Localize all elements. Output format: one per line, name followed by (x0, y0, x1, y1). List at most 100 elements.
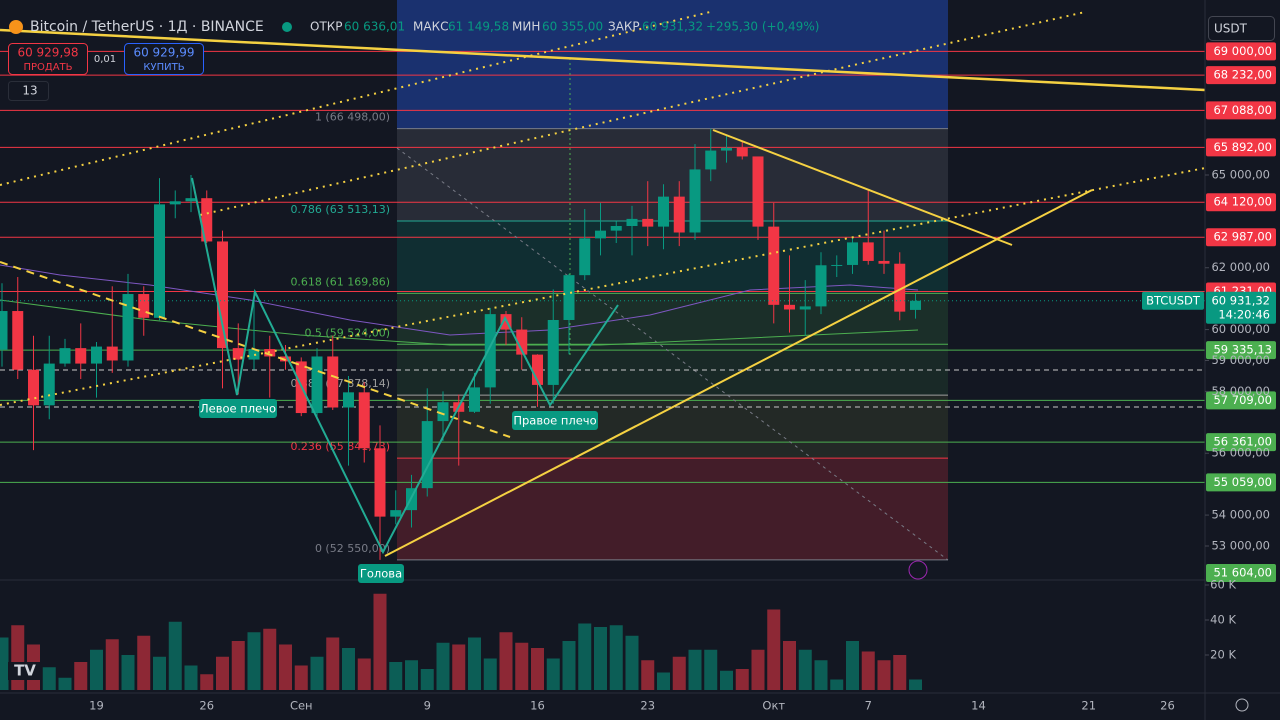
x-tick-label: 19 (89, 699, 104, 713)
candle-body (138, 294, 150, 318)
candle-body (595, 230, 606, 239)
x-tick-label: Сен (290, 699, 313, 713)
price-level-label: 59 335,13 (1213, 343, 1272, 357)
y-tick-label: 59 000,00 (1211, 353, 1270, 367)
logo-text: TV (14, 662, 36, 680)
ohlc-value: 60 636,01 (344, 20, 405, 34)
sell-price: 60 929,98 (17, 46, 78, 60)
y-tick-label: 53 000,00 (1211, 538, 1270, 552)
y-tick-label: 60 000,00 (1211, 322, 1270, 336)
volume-bar (216, 656, 229, 690)
candle-body (784, 304, 795, 310)
moving-average (0, 264, 919, 336)
ohlc-label: ОТКР (310, 20, 343, 34)
price-level-label: 56 361,00 (1213, 435, 1272, 449)
price-level-label: 51 604,00 (1213, 566, 1272, 580)
candle-body (232, 348, 244, 360)
volume-bar (625, 635, 639, 690)
alert-icon[interactable] (908, 560, 928, 580)
candle-body (358, 392, 370, 449)
ohlc-change: +295,30 (+0,49%) (706, 20, 819, 34)
volume-bar (342, 648, 355, 690)
fib-label: 0.618 (61 169,86) (290, 275, 390, 288)
price-level-tag (1206, 473, 1276, 492)
candle-body (689, 169, 701, 233)
volume-bar (90, 649, 103, 690)
ohlc-value: 61 149,58 (448, 20, 509, 34)
y-tick-label: 65 000,00 (1211, 167, 1270, 181)
price-level-tag (1206, 564, 1276, 582)
volume-bar (704, 649, 718, 690)
candle-body (421, 421, 433, 489)
volume-bar (357, 658, 371, 690)
candle-body (721, 147, 732, 151)
pattern-label-box (512, 411, 598, 430)
price-level-label: 68 232,00 (1213, 68, 1272, 82)
volume-bar (121, 655, 135, 690)
x-tick-label: 23 (640, 699, 655, 713)
fib-diagonal (396, 147, 949, 561)
volume-bar (499, 632, 513, 690)
volume-bar (405, 660, 418, 690)
price-level-label: 62 987,00 (1213, 230, 1272, 244)
volume-bar (74, 662, 88, 690)
candle-body (390, 510, 402, 517)
volume-bar (861, 651, 875, 690)
buy-label: КУПИТЬ (143, 62, 184, 73)
price-level-tag (1206, 391, 1276, 410)
price-level-tag (1206, 341, 1276, 360)
candle-body (28, 369, 39, 406)
last-price-label: 60 931,32 (1211, 293, 1270, 307)
currency-select[interactable] (1208, 16, 1275, 41)
candle-body (626, 218, 638, 227)
price-level-label: 69 000,00 (1213, 44, 1272, 58)
volume-bar (11, 625, 25, 690)
volume-bar (877, 660, 891, 690)
candle-body (169, 201, 181, 205)
volume-tick-label: 20 K (1210, 648, 1236, 662)
volume-bar (231, 641, 245, 690)
symbol-title: Bitcoin / TetherUS · 1Д · BINANCE (30, 19, 264, 35)
volume-bar (200, 674, 214, 690)
volume-bar (688, 649, 702, 690)
y-tick-label: 54 000,00 (1211, 508, 1270, 522)
candle-body (799, 306, 811, 310)
head-shoulders (191, 177, 619, 555)
price-level-label: 67 088,00 (1213, 103, 1272, 117)
axes: 69 000,00 68 232,00 67 088,00 65 892,00 64 1… (89, 42, 1276, 713)
buy-button[interactable] (124, 43, 204, 75)
volume-bar (326, 637, 340, 690)
fib-label: 0.786 (63 513,13) (290, 203, 390, 216)
fib-label: 0 (52 550,00) (315, 542, 390, 555)
volume-tick-label: 60 K (1210, 578, 1236, 592)
symbol-icon (9, 20, 23, 34)
settings-icon[interactable] (1235, 698, 1249, 712)
candle-body (910, 300, 921, 310)
candle-body (106, 346, 118, 361)
volume-bar (909, 679, 922, 690)
background: 1 (66 498,00) 0.786 (63 513,13) 0.618 (61 … (0, 0, 1205, 561)
buy-price: 60 929,99 (133, 46, 194, 60)
sell-button[interactable] (8, 43, 88, 75)
volume-bar (814, 660, 828, 690)
y-tick-label: 56 000,00 (1211, 446, 1270, 460)
candle-body (185, 198, 197, 202)
candle-body (658, 196, 669, 227)
volume-bar (105, 639, 119, 690)
volume-bar (436, 642, 450, 690)
candle-body (311, 356, 323, 414)
volume-bar (153, 656, 166, 690)
candle-body (862, 242, 874, 261)
volume-bar (58, 677, 72, 690)
volume-bar (184, 665, 198, 690)
volume-bar (578, 623, 592, 690)
volume-bar (279, 644, 292, 690)
candle-body (484, 314, 496, 388)
candle-body (815, 265, 827, 307)
volume-bar (137, 635, 151, 690)
candle-body (59, 348, 71, 364)
indicators-toggle[interactable] (8, 81, 49, 101)
channel-line (199, 11, 1086, 216)
